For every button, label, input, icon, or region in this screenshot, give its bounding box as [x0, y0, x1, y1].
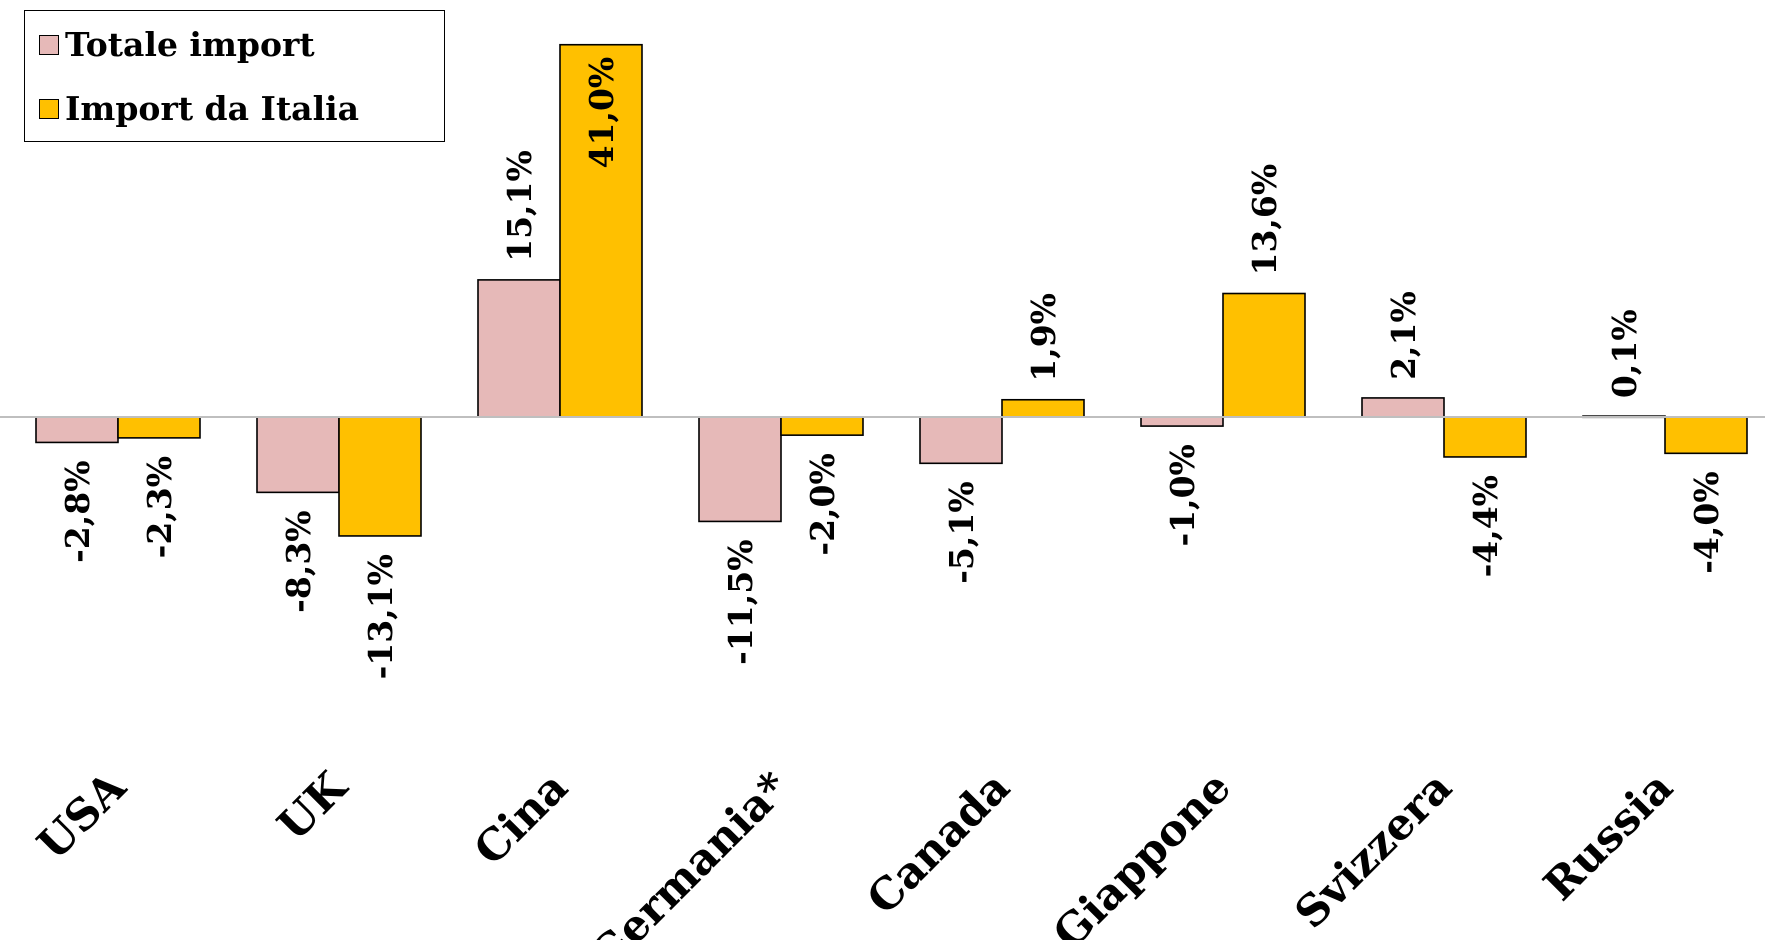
category-label-uk: UK — [268, 761, 357, 850]
data-label-giappone-totale-import: -1,0% — [1163, 444, 1202, 546]
data-label-germania-totale-import: -11,5% — [721, 539, 760, 664]
category-label-giappone: Giappone — [1044, 762, 1241, 940]
category-label-cina: Cina — [465, 762, 578, 875]
bar-usa-totale-import — [35, 416, 119, 444]
bar-svizzera-totale-import — [1361, 397, 1445, 418]
category-label-usa: USA — [28, 762, 136, 870]
bars-layer — [35, 43, 1748, 537]
bar-giappone-totale-import — [1140, 416, 1224, 427]
category-labels-layer: USA UK Cina Germania* Canada Giappone Svizzera… — [28, 761, 1682, 940]
data-label-uk-import-da-italia: -13,1% — [361, 554, 400, 679]
bar-canada-import-da-italia — [1001, 398, 1085, 418]
data-label-svizzera-import-da-italia: -4,4% — [1466, 475, 1505, 577]
data-label-germania-import-da-italia: -2,0% — [803, 453, 842, 555]
data-label-cina-import-da-italia: 41,0% — [582, 57, 621, 169]
legend-item-import-da-italia: Import da Italia — [39, 89, 359, 128]
category-label-canada: Canada — [858, 762, 1020, 924]
bar-uk-import-da-italia — [338, 416, 422, 537]
data-labels-layer: -2,8% -2,3% -8,3% -13,1% 15,1% 41,0% -11,5% -2,… — [58, 57, 1726, 680]
data-label-giappone-import-da-italia: 13,6% — [1245, 164, 1284, 276]
bar-svizzera-import-da-italia — [1443, 416, 1527, 458]
legend: Totale import Import da Italia — [24, 10, 445, 142]
bar-russia-import-da-italia — [1664, 416, 1748, 455]
category-label-svizzera: Svizzera — [1286, 762, 1462, 938]
legend-label-totale-import: Totale import — [65, 25, 315, 64]
data-label-russia-totale-import: 0,1% — [1605, 309, 1644, 398]
legend-swatch-import-da-italia — [39, 98, 59, 119]
category-label-russia: Russia — [1535, 762, 1683, 910]
legend-swatch-totale-import — [39, 34, 59, 55]
bar-cina-totale-import — [477, 279, 561, 418]
data-label-svizzera-totale-import: 2,1% — [1384, 291, 1423, 380]
bar-germania-totale-import — [698, 416, 782, 523]
data-label-uk-totale-import: -8,3% — [279, 510, 318, 612]
legend-label-import-da-italia: Import da Italia — [65, 89, 360, 128]
legend-item-totale-import: Totale import — [39, 25, 315, 64]
bar-uk-totale-import — [256, 416, 340, 494]
data-label-canada-import-da-italia: 1,9% — [1024, 293, 1063, 382]
data-label-russia-import-da-italia: -4,0% — [1687, 471, 1726, 573]
bar-usa-import-da-italia — [117, 416, 201, 439]
data-label-usa-import-da-italia: -2,3% — [140, 456, 179, 558]
category-label-germania: Germania* — [581, 762, 799, 940]
bar-canada-totale-import — [919, 416, 1003, 465]
data-label-usa-totale-import: -2,8% — [58, 460, 97, 562]
data-label-cina-totale-import: 15,1% — [500, 150, 539, 262]
bar-germania-import-da-italia — [780, 416, 864, 436]
data-label-canada-totale-import: -5,1% — [942, 481, 981, 583]
bar-giappone-import-da-italia — [1222, 292, 1306, 418]
